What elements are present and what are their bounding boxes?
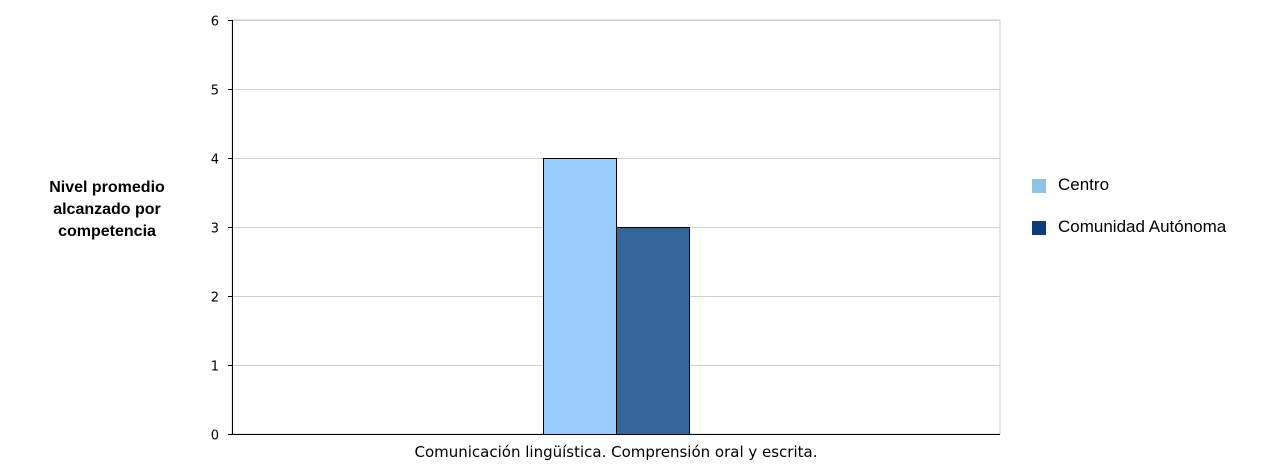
y-axis-label: Nivel promedio alcanzado por competencia bbox=[49, 179, 165, 240]
legend-label-centro: Centro bbox=[1058, 175, 1110, 194]
legend-label-comunidad-autonoma: Comunidad Autónoma bbox=[1058, 217, 1227, 236]
y-tick-label-4: 4 bbox=[211, 153, 219, 168]
legend-swatch-comunidad-autonoma bbox=[1032, 221, 1046, 235]
x-category-label: Comunicación lingüística. Comprensión or… bbox=[414, 443, 817, 461]
legend-swatch-centro bbox=[1032, 179, 1046, 193]
y-tick-label-6: 6 bbox=[211, 15, 219, 30]
y-tick-label-1: 1 bbox=[211, 360, 219, 375]
bar-centro bbox=[543, 158, 617, 435]
y-tick-label-5: 5 bbox=[211, 84, 219, 99]
y-tick-label-0: 0 bbox=[211, 429, 219, 444]
y-tick-label-3: 3 bbox=[211, 222, 219, 237]
bar-comunidad-autonoma bbox=[616, 227, 690, 435]
y-tick-label-2: 2 bbox=[211, 291, 219, 306]
